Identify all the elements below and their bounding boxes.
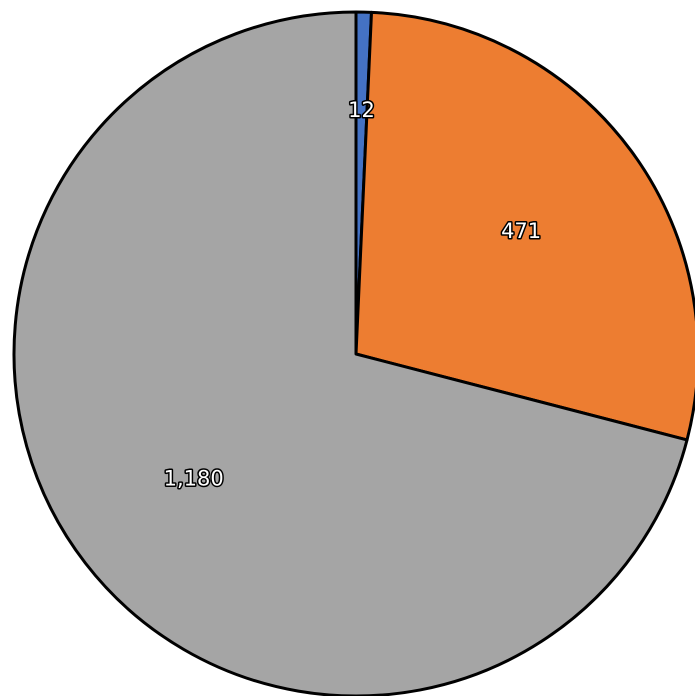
data-label: 12 (348, 98, 375, 122)
pie-slice (354, 10, 695, 442)
data-label: 471 (501, 219, 541, 243)
pie-slice (12, 10, 689, 696)
data-label: 1,180 (164, 467, 224, 491)
